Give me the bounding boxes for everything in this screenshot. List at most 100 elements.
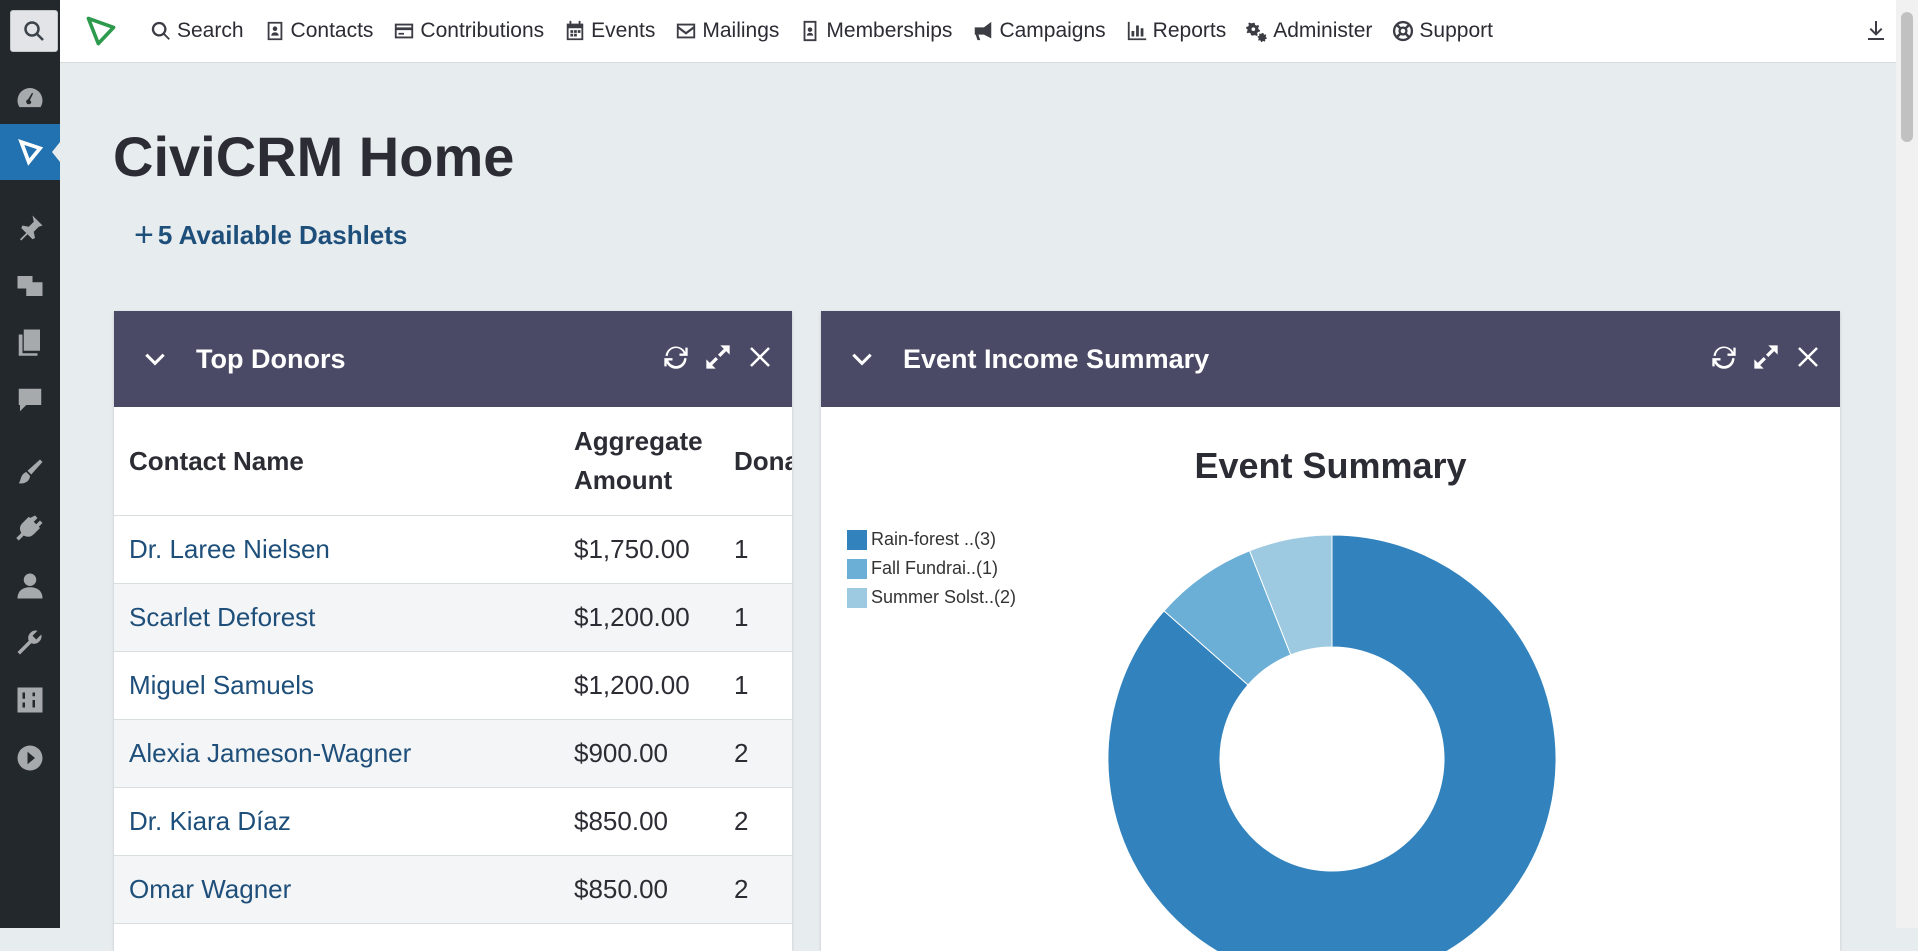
sidebar-tools[interactable] bbox=[0, 614, 60, 670]
top-donors-table: Contact Name Aggregate Amount Dona Dr. L… bbox=[114, 407, 792, 924]
sidebar-comments[interactable] bbox=[0, 372, 60, 428]
wrench-icon bbox=[17, 630, 42, 655]
contact-name-link[interactable]: Scarlet Deforest bbox=[114, 583, 559, 652]
contact-name-link[interactable]: Miguel Samuels bbox=[114, 651, 559, 720]
aggregate-amount: $850.00 bbox=[559, 787, 719, 856]
bullhorn-icon bbox=[975, 21, 992, 41]
pushpin-icon bbox=[20, 215, 43, 241]
chart-legend: Rain-forest ..(3) Fall Fundrai..(1) Summ… bbox=[847, 525, 1016, 612]
close-icon[interactable] bbox=[1794, 343, 1822, 371]
dashlet-actions bbox=[662, 343, 774, 371]
download-icon[interactable] bbox=[1864, 18, 1888, 42]
search-icon bbox=[151, 21, 170, 40]
chevron-down-icon[interactable] bbox=[142, 346, 168, 372]
comment-icon bbox=[18, 388, 42, 412]
contact-name-link[interactable]: Dr. Kiara Díaz bbox=[114, 787, 559, 856]
sidebar-media[interactable] bbox=[0, 258, 60, 314]
menu-mailings[interactable]: Mailings bbox=[675, 19, 779, 43]
dashlet-title: Event Income Summary bbox=[903, 343, 1210, 374]
menu-contributions[interactable]: Contributions bbox=[393, 19, 544, 43]
search-icon bbox=[24, 21, 44, 41]
aggregate-amount: $1,200.00 bbox=[559, 583, 719, 652]
credit-card-icon bbox=[395, 23, 414, 39]
menu-events[interactable]: Events bbox=[564, 19, 655, 43]
pages-icon bbox=[18, 329, 40, 356]
sidebar-collapse[interactable] bbox=[0, 730, 60, 786]
contact-name-link[interactable]: Alexia Jameson-Wagner bbox=[114, 719, 559, 788]
aggregate-amount: $850.00 bbox=[559, 855, 719, 924]
chart-title: Event Summary bbox=[1194, 445, 1467, 486]
play-circle-icon bbox=[17, 745, 43, 771]
legend-swatch bbox=[847, 587, 867, 608]
sidebar-dashboard[interactable] bbox=[0, 70, 60, 126]
donation-count: 1 bbox=[719, 651, 792, 720]
available-dashlets-link[interactable]: + 5 Available Dashlets bbox=[134, 218, 407, 252]
menu-contacts[interactable]: Contacts bbox=[264, 19, 373, 43]
column-header-contact-name[interactable]: Contact Name bbox=[114, 407, 559, 516]
sidebar-appearance[interactable] bbox=[0, 444, 60, 500]
expand-icon[interactable] bbox=[1752, 343, 1780, 371]
civicrm-logo[interactable] bbox=[80, 11, 122, 51]
legend-label: Rain-forest ..(3) bbox=[871, 529, 997, 549]
global-search-button[interactable] bbox=[10, 10, 58, 52]
pie-slice[interactable] bbox=[1248, 534, 1333, 656]
available-dashlets-label: 5 Available Dashlets bbox=[157, 219, 408, 250]
table-row: Alexia Jameson-Wagner $900.00 2 bbox=[114, 719, 792, 788]
menu-campaigns[interactable]: Campaigns bbox=[972, 19, 1106, 43]
sidebar-civicrm[interactable] bbox=[0, 124, 60, 180]
table-row: Miguel Samuels $1,200.00 1 bbox=[114, 651, 792, 720]
column-header-donations[interactable]: Dona bbox=[719, 407, 792, 516]
media-icon bbox=[17, 276, 43, 296]
aggregate-amount: $900.00 bbox=[559, 719, 719, 788]
legend-item[interactable]: Summer Solst..(2) bbox=[847, 583, 1016, 612]
aggregate-amount: $1,750.00 bbox=[559, 515, 719, 584]
sidebar-pages[interactable] bbox=[0, 314, 60, 370]
event-summary-chart bbox=[1107, 534, 1557, 951]
top-donors-dashlet: Top Donors Contact Name Aggregate Amount… bbox=[114, 311, 792, 951]
menu-administer[interactable]: Administer bbox=[1246, 19, 1372, 43]
expand-icon[interactable] bbox=[704, 343, 732, 371]
plugin-icon bbox=[16, 515, 43, 541]
table-row: Scarlet Deforest $1,200.00 1 bbox=[114, 583, 792, 652]
menu-memberships[interactable]: Memberships bbox=[799, 19, 952, 43]
sidebar-plugins[interactable] bbox=[0, 500, 60, 556]
menu-support[interactable]: Support bbox=[1392, 19, 1493, 43]
table-row: Omar Wagner $850.00 2 bbox=[114, 855, 792, 924]
dashlet-header: Top Donors bbox=[114, 311, 792, 407]
page-title: CiviCRM Home bbox=[113, 125, 515, 188]
sidebar-posts[interactable] bbox=[0, 200, 60, 256]
legend-item[interactable]: Rain-forest ..(3) bbox=[847, 525, 1016, 554]
refresh-icon[interactable] bbox=[662, 343, 690, 371]
menu-reports-label: Reports bbox=[1152, 19, 1227, 42]
civicrm-menubar: Search Contacts Contributions Events Mai… bbox=[60, 0, 1896, 63]
contact-name-link[interactable]: Omar Wagner bbox=[114, 855, 559, 924]
menu-mailings-label: Mailings bbox=[702, 19, 780, 42]
gears-icon bbox=[1246, 22, 1268, 42]
legend-label: Fall Fundrai..(1) bbox=[871, 558, 999, 578]
envelope-icon bbox=[677, 23, 696, 39]
dashlet-title: Top Donors bbox=[196, 343, 346, 374]
user-icon bbox=[17, 573, 43, 599]
donation-count: 2 bbox=[719, 787, 792, 856]
id-badge-icon bbox=[803, 20, 817, 42]
civicrm-logo-icon bbox=[18, 138, 44, 166]
scrollbar-thumb[interactable] bbox=[1901, 12, 1913, 142]
legend-item[interactable]: Fall Fundrai..(1) bbox=[847, 554, 1016, 583]
dashboard-gauge-icon bbox=[17, 88, 43, 108]
dashlet-actions bbox=[1710, 343, 1822, 371]
plus-icon: + bbox=[134, 216, 154, 254]
settings-sliders-icon bbox=[17, 687, 43, 713]
chevron-down-icon[interactable] bbox=[849, 346, 875, 372]
sidebar-users[interactable] bbox=[0, 558, 60, 614]
table-row: Dr. Laree Nielsen $1,750.00 1 bbox=[114, 515, 792, 584]
sidebar-settings[interactable] bbox=[0, 672, 60, 728]
column-header-aggregate-amount[interactable]: Aggregate Amount bbox=[559, 407, 719, 516]
pie-slice[interactable] bbox=[1107, 534, 1557, 951]
page-scrollbar[interactable] bbox=[1896, 0, 1918, 928]
menu-search[interactable]: Search bbox=[150, 19, 244, 43]
calendar-icon bbox=[566, 20, 584, 41]
menu-reports[interactable]: Reports bbox=[1126, 19, 1227, 43]
legend-swatch bbox=[847, 529, 867, 550]
close-icon[interactable] bbox=[746, 343, 774, 371]
contact-name-link[interactable]: Dr. Laree Nielsen bbox=[114, 515, 559, 584]
